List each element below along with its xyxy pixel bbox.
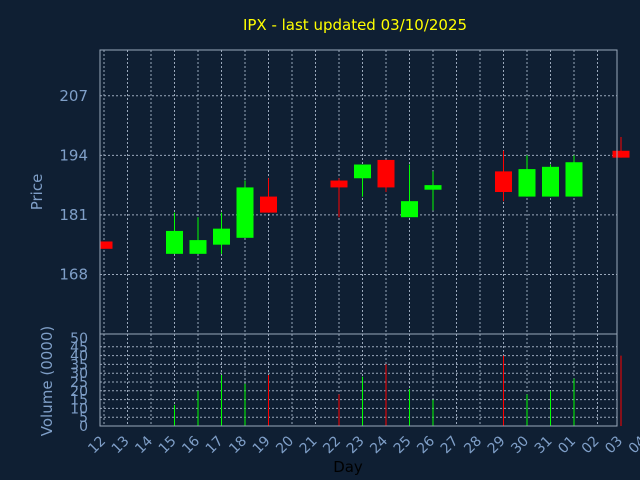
- candle-body: [542, 166, 559, 197]
- candle-29: [495, 150, 512, 202]
- candle-body: [354, 164, 371, 179]
- price-tick-label: 194: [59, 146, 88, 164]
- x-tick-label: 14: [132, 433, 156, 457]
- x-tick-label: 01: [555, 433, 579, 457]
- volume-bars: [174, 355, 622, 426]
- volume-tick-label: 30: [70, 366, 88, 382]
- x-tick-label: 12: [85, 433, 109, 457]
- volume-tick-label: 45: [70, 340, 88, 356]
- price-gridlines: [100, 50, 617, 334]
- x-tick-label: 22: [320, 433, 344, 457]
- x-tick-label: 31: [532, 433, 556, 457]
- price-tick-label: 168: [59, 265, 88, 283]
- candle-body: [330, 180, 348, 188]
- candle-body: [518, 169, 536, 197]
- candle-15: [166, 212, 183, 254]
- volume-plot-frame: [99, 333, 618, 427]
- candle-23: [354, 164, 371, 197]
- price-y-ticks: 168 181 194 207: [59, 87, 88, 284]
- candle-26: [424, 171, 442, 211]
- candle-body: [166, 230, 183, 254]
- candle-01: [565, 155, 583, 197]
- x-tick-label: 29: [485, 433, 509, 457]
- price-axis-label: Price: [28, 174, 46, 211]
- x-tick-label: 23: [344, 433, 368, 457]
- x-tick-label: 25: [391, 433, 415, 457]
- candle-31: [542, 164, 559, 197]
- candle-body: [213, 228, 230, 245]
- volume-tick-label: 35: [70, 357, 88, 373]
- candle-25: [401, 164, 418, 218]
- candle-22: [330, 178, 348, 218]
- candle-17: [213, 212, 230, 254]
- volume-tick-label: 25: [70, 375, 88, 391]
- candle-body: [424, 185, 442, 190]
- candle-body: [189, 240, 207, 254]
- candle-body: [495, 171, 512, 192]
- volume-tick-label: 40: [70, 349, 88, 365]
- volume-tick-label: 0: [79, 419, 88, 435]
- candle-24: [377, 159, 395, 192]
- candle-30: [518, 155, 536, 197]
- candle-body: [377, 159, 395, 188]
- x-tick-label: 28: [461, 433, 485, 457]
- candle-12: [100, 241, 113, 249]
- volume-tick-label: 10: [70, 401, 88, 417]
- volume-gridlines: [100, 334, 617, 426]
- candle-body: [260, 196, 277, 213]
- candle-body: [100, 241, 113, 249]
- price-panel: 168 181 194 207 Price: [28, 49, 630, 335]
- price-tick-label: 181: [59, 206, 88, 224]
- x-tick-label: 27: [438, 433, 462, 457]
- x-tick-label: 03: [602, 433, 626, 457]
- x-tick-label: 17: [203, 433, 227, 457]
- x-tick-label: 13: [109, 433, 133, 457]
- x-tick-label: 18: [226, 433, 250, 457]
- x-axis-label: Day: [333, 458, 363, 476]
- candle-body: [236, 187, 254, 238]
- candle-18: [236, 180, 254, 238]
- x-axis-ticks: 12 13 14 15 16 17 18 19 20 21 22 23 24 25 26 27 28 29 30 31…: [85, 433, 640, 457]
- candle-body: [401, 201, 418, 218]
- candle-19: [260, 178, 277, 213]
- x-tick-label: 04: [626, 433, 640, 457]
- x-tick-label: 21: [297, 433, 321, 457]
- price-plot-frame: [99, 49, 618, 335]
- candle-body: [612, 150, 630, 158]
- candles: [100, 137, 630, 254]
- price-tick-label: 207: [59, 87, 88, 105]
- volume-tick-label: 20: [70, 384, 88, 400]
- volume-tick-label: 5: [79, 410, 88, 426]
- x-tick-label: 20: [273, 433, 297, 457]
- x-tick-label: 02: [579, 433, 603, 457]
- candle-body: [565, 162, 583, 197]
- candle-16: [189, 217, 207, 254]
- x-tick-label: 24: [367, 433, 391, 457]
- x-tick-label: 15: [156, 433, 180, 457]
- candle-03: [612, 137, 630, 158]
- volume-tick-label: 15: [70, 393, 88, 409]
- x-tick-label: 16: [179, 433, 203, 457]
- chart-title: IPX - last updated 03/10/2025: [243, 16, 467, 34]
- x-tick-label: 19: [250, 433, 274, 457]
- volume-tick-label: 50: [70, 331, 88, 347]
- x-tick-label: 30: [508, 433, 532, 457]
- x-tick-label: 26: [414, 433, 438, 457]
- volume-axis-label: Volume (0000): [38, 326, 56, 436]
